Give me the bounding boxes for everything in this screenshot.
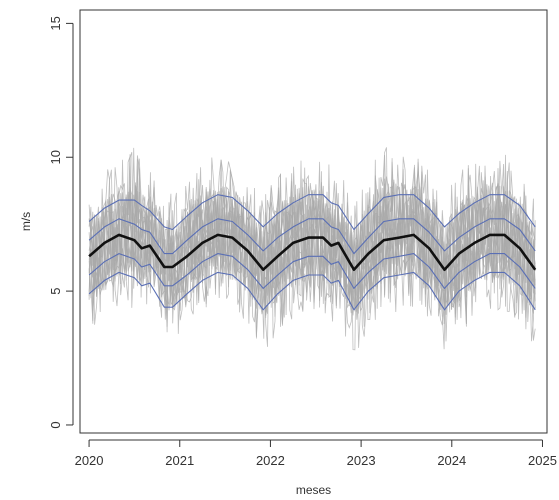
x-tick-label: 2023 [347, 453, 376, 468]
y-axis-label: m/s [19, 212, 33, 231]
band-line-upper-mid-band [88, 218, 536, 255]
x-tick-label: 2024 [437, 453, 466, 468]
mean-line [88, 233, 537, 272]
x-axis-label: meses [296, 483, 331, 497]
y-tick-label: 5 [48, 287, 63, 294]
ensemble-noise [88, 147, 536, 351]
band-line-lower-mid-band [88, 253, 536, 289]
plot-area-frame [79, 9, 548, 434]
y-tick-label: 0 [48, 421, 63, 428]
x-tick-label: 2020 [75, 453, 104, 468]
series-layer [88, 194, 537, 311]
ensemble-trace [88, 183, 536, 315]
x-axis: 2020 2021 2022 2023 2024 2025 [75, 439, 557, 468]
band-line-lower-band [88, 271, 536, 311]
band-line-upper-band [88, 194, 536, 231]
x-tick-label: 2025 [528, 453, 557, 468]
y-tick-label: 15 [48, 16, 63, 30]
ensemble-trace [88, 179, 536, 310]
x-tick-label: 2022 [256, 453, 285, 468]
x-tick-label: 2021 [165, 453, 194, 468]
ensemble-trace [88, 185, 536, 314]
y-tick-label: 10 [48, 150, 63, 164]
y-axis: 0 5 10 15 [48, 16, 74, 429]
